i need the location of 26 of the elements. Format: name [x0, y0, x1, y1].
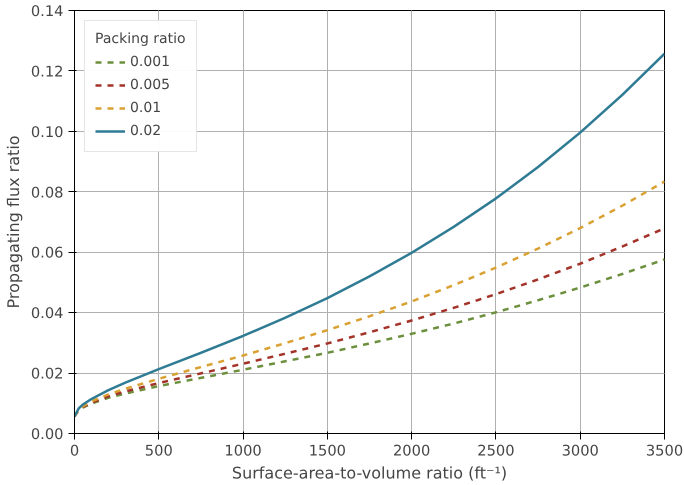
legend-label: 0.005	[130, 77, 170, 93]
x-tick-label: 3000	[562, 442, 599, 460]
x-tick-label: 0	[70, 442, 80, 460]
legend-label: 0.02	[130, 123, 162, 139]
legend-title: Packing ratio	[95, 31, 186, 47]
y-axis-title: Propagating flux ratio	[4, 135, 23, 309]
line-series	[74, 52, 664, 418]
x-axis-title: Surface-area-to-volume ratio (ft⁻¹)	[232, 464, 508, 482]
x-tick-label: 1000	[224, 442, 262, 460]
x-tick-label: 2000	[392, 442, 430, 460]
x-tick-label: 500	[144, 442, 173, 460]
line-series	[74, 180, 664, 418]
y-tick-label: 0.12	[30, 63, 64, 80]
legend-label: 0.01	[130, 100, 162, 116]
y-tick-label: 0.02	[30, 366, 64, 383]
x-tick-label: 1500	[308, 442, 346, 460]
y-tick-label: 0.00	[30, 426, 64, 443]
y-tick-label: 0.08	[30, 184, 64, 202]
x-tick-label: 2500	[477, 442, 515, 460]
y-tick-label: 0.10	[30, 124, 64, 141]
y-tick-label: 0.04	[30, 305, 64, 322]
y-tick-label: 0.14	[30, 3, 64, 20]
x-tick-label: 3500	[646, 442, 684, 460]
legend-label: 0.001	[130, 54, 170, 70]
y-tick-label: 0.06	[30, 244, 64, 262]
line-series	[74, 258, 664, 418]
